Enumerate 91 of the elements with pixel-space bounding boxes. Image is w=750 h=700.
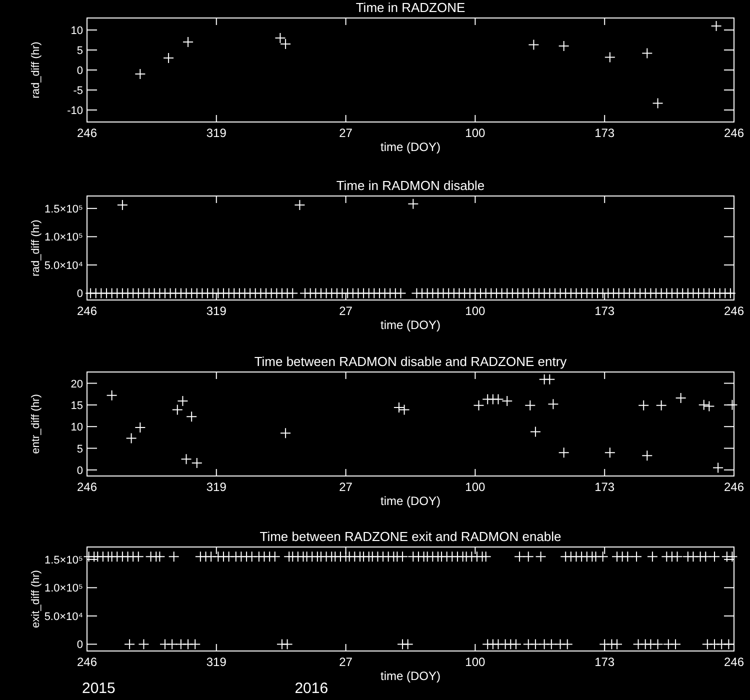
x-tick-label: 27 — [339, 655, 353, 669]
point — [186, 411, 198, 422]
chart-title: Time between RADZONE exit and RADMON enable — [260, 529, 562, 544]
y-axis-title: exit_diff (hr) — [30, 570, 42, 628]
x-tick-label: 246 — [724, 655, 744, 669]
x-tick-label: 27 — [339, 126, 353, 140]
y-tick-label: -5 — [73, 85, 83, 97]
y-tick-label: 10 — [70, 25, 83, 37]
point — [544, 374, 556, 385]
y-tick-label: 20 — [70, 378, 83, 390]
x-tick-label: 246 — [724, 126, 744, 140]
x-tick-label: 246 — [76, 655, 98, 669]
x-tick-label: 173 — [594, 126, 615, 140]
x-axis-title: time (DOY) — [380, 140, 441, 154]
x-tick-label: 173 — [594, 304, 615, 318]
y-tick-label: 5.0×10⁴ — [44, 610, 84, 623]
x-tick-label: 27 — [339, 480, 353, 494]
point — [638, 400, 650, 411]
point — [642, 48, 653, 59]
x-tick-label: 100 — [465, 655, 486, 669]
x-tick-label: 246 — [76, 480, 98, 494]
y-tick-label: 0 — [76, 464, 83, 477]
x-tick-label: 100 — [465, 480, 486, 494]
y-tick-label: 5.0×10⁴ — [44, 260, 84, 272]
point — [652, 98, 664, 109]
point — [604, 447, 616, 458]
x-tick-label: 246 — [76, 304, 98, 318]
y-tick-label: -10 — [67, 105, 83, 117]
point — [134, 422, 146, 433]
chart-title: Time in RADZONE — [356, 0, 466, 15]
point — [172, 404, 183, 416]
point — [642, 450, 653, 462]
point — [712, 462, 724, 474]
point — [530, 426, 541, 438]
y-tick-label: 5 — [76, 45, 83, 57]
x-axis-title: time (DOY) — [380, 669, 441, 683]
point — [558, 447, 570, 458]
point — [180, 454, 192, 465]
point — [710, 20, 722, 32]
point — [177, 396, 188, 407]
y-tick-label: 1.0×10⁵ — [44, 582, 83, 595]
y-axis-title: entr_diff (hr) — [30, 394, 42, 454]
point — [604, 52, 616, 63]
text: 2015 — [82, 680, 116, 697]
point — [280, 428, 292, 439]
chart-title: Time between RADMON disable and RADZONE entry — [254, 354, 568, 369]
x-tick-label: 319 — [206, 480, 227, 494]
x-axis-title: time (DOY) — [380, 318, 441, 332]
point — [126, 432, 137, 444]
point — [524, 400, 536, 411]
chart-title: Time in RADMON disable — [336, 178, 485, 193]
x-tick-label: 319 — [206, 655, 227, 669]
x-tick-label: 100 — [465, 304, 486, 318]
point — [182, 36, 194, 48]
point — [726, 399, 738, 410]
y-tick-label: 1.5×10⁵ — [44, 554, 83, 566]
point — [675, 392, 686, 404]
y-tick-label: 5 — [76, 443, 83, 456]
y-axis-title: rad_diff (hr) — [30, 220, 42, 276]
y-tick-label: 1.5×10⁵ — [44, 203, 83, 216]
x-tick-label: 100 — [465, 126, 486, 140]
point — [698, 399, 710, 410]
point — [656, 400, 667, 411]
text: 2016 — [294, 680, 328, 697]
point — [558, 40, 570, 52]
x-tick-label: 319 — [206, 126, 227, 140]
point — [473, 400, 484, 411]
point — [134, 68, 146, 80]
point — [704, 400, 715, 412]
point — [492, 394, 504, 405]
point — [163, 52, 174, 64]
point — [191, 458, 202, 468]
x-tick-label: 246 — [724, 304, 744, 318]
point — [548, 398, 559, 410]
x-tick-label: 173 — [594, 480, 615, 494]
y-tick-label: 0 — [76, 65, 83, 77]
y-axis-title: rad_diff (hr) — [30, 42, 42, 98]
point — [528, 39, 540, 50]
x-tick-label: 246 — [76, 126, 98, 140]
point — [106, 390, 118, 401]
x-tick-label: 27 — [339, 304, 353, 318]
x-tick-label: 319 — [206, 304, 227, 318]
x-tick-label: 173 — [594, 655, 615, 669]
y-tick-label: 15 — [70, 400, 83, 412]
y-tick-label: 0 — [76, 639, 83, 652]
x-axis-title: time (DOY) — [380, 494, 441, 508]
x-tick-label: 246 — [724, 480, 744, 494]
y-tick-label: 1.0×10⁵ — [44, 232, 83, 244]
y-tick-label: 0 — [76, 288, 83, 300]
y-tick-label: 10 — [70, 422, 83, 434]
point — [502, 396, 513, 407]
